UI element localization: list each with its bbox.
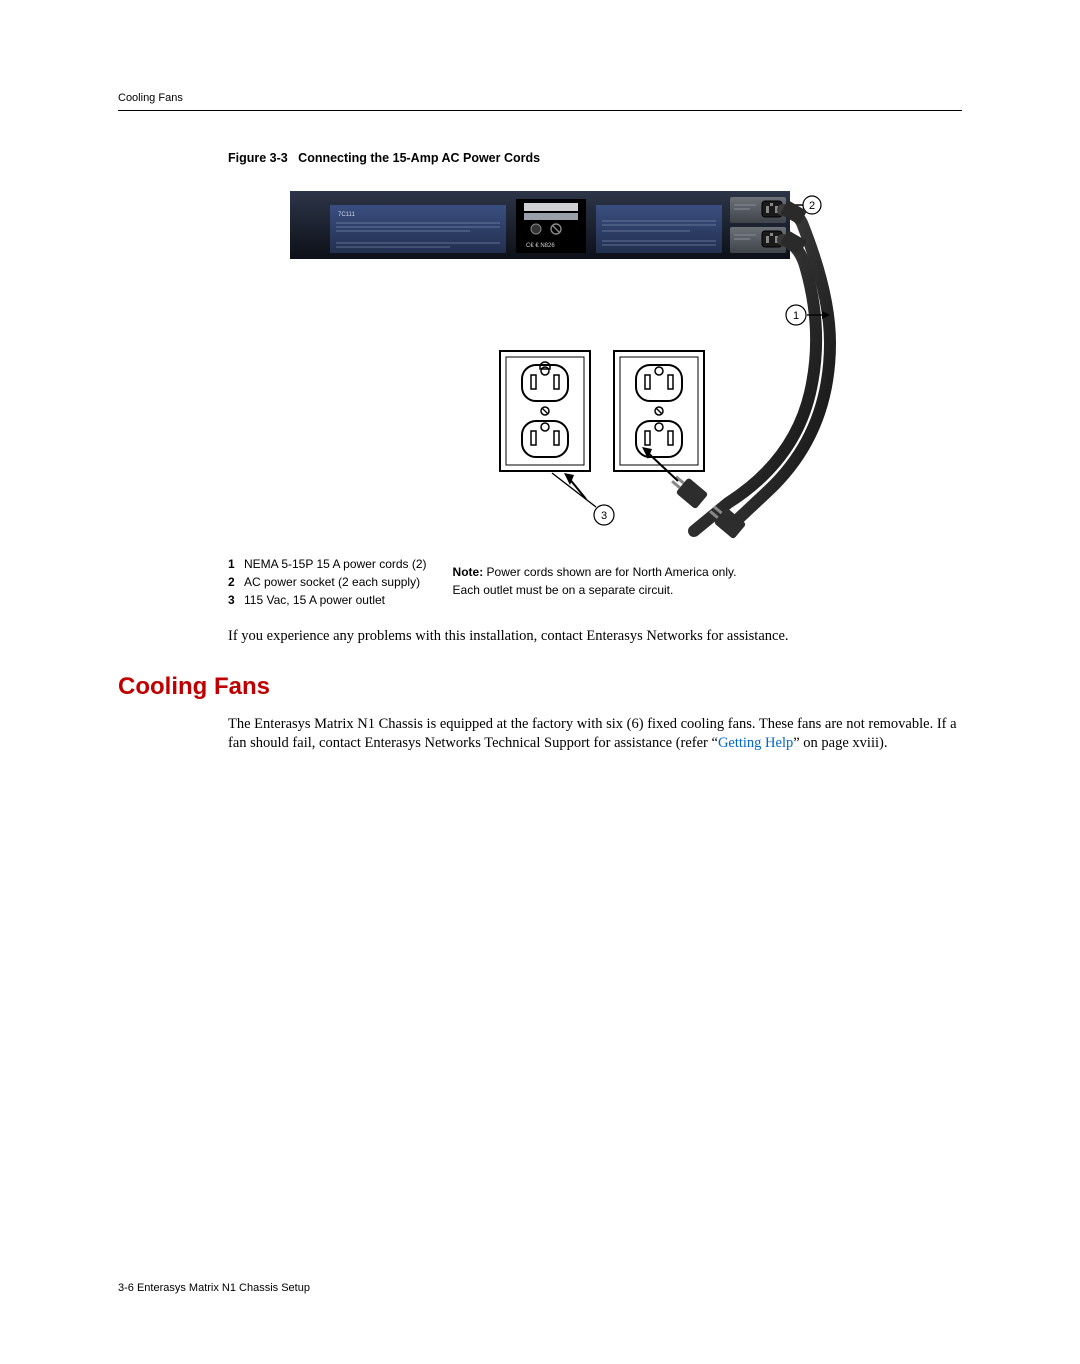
figure-legend: 1NEMA 5-15P 15 A power cords (2) 2AC pow…	[228, 555, 962, 609]
figure-image: 7C111 C€ € N826	[178, 183, 962, 543]
legend-left: 1NEMA 5-15P 15 A power cords (2) 2AC pow…	[228, 555, 427, 609]
figure-title: Connecting the 15-Amp AC Power Cords	[298, 151, 540, 165]
svg-text:1: 1	[793, 310, 799, 322]
ce-mark: C€ € N826	[526, 243, 555, 249]
legend-text-1: NEMA 5-15P 15 A power cords (2)	[244, 557, 427, 571]
note-line1: Power cords shown are for North America …	[483, 565, 736, 579]
note-line2: Each outlet must be on a separate circui…	[453, 581, 737, 599]
paragraph-1: If you experience any problems with this…	[228, 627, 962, 647]
getting-help-link[interactable]: Getting Help	[718, 735, 793, 751]
section-body: The Enterasys Matrix N1 Chassis is equip…	[228, 715, 962, 754]
legend-num-1: 1	[228, 555, 244, 573]
section-body-post: ” on page xviii).	[793, 735, 887, 751]
legend-num-2: 2	[228, 573, 244, 591]
section-heading: Cooling Fans	[118, 673, 962, 701]
header-text: Cooling Fans	[118, 92, 183, 104]
running-header: Cooling Fans	[118, 88, 962, 111]
device-label: 7C111	[338, 212, 355, 218]
page-footer: 3-6 Enterasys Matrix N1 Chassis Setup	[118, 1282, 310, 1294]
legend-text-3: 115 Vac, 15 A power outlet	[244, 593, 385, 607]
figure-label: Figure 3-3	[228, 151, 288, 165]
figure-caption: Figure 3-3 Connecting the 15-Amp AC Powe…	[228, 151, 962, 165]
legend-note: Note: Power cords shown are for North Am…	[453, 555, 737, 609]
note-label: Note:	[453, 565, 484, 579]
legend-num-3: 3	[228, 591, 244, 609]
svg-text:3: 3	[601, 510, 607, 522]
svg-text:2: 2	[809, 200, 815, 212]
legend-text-2: AC power socket (2 each supply)	[244, 575, 420, 589]
